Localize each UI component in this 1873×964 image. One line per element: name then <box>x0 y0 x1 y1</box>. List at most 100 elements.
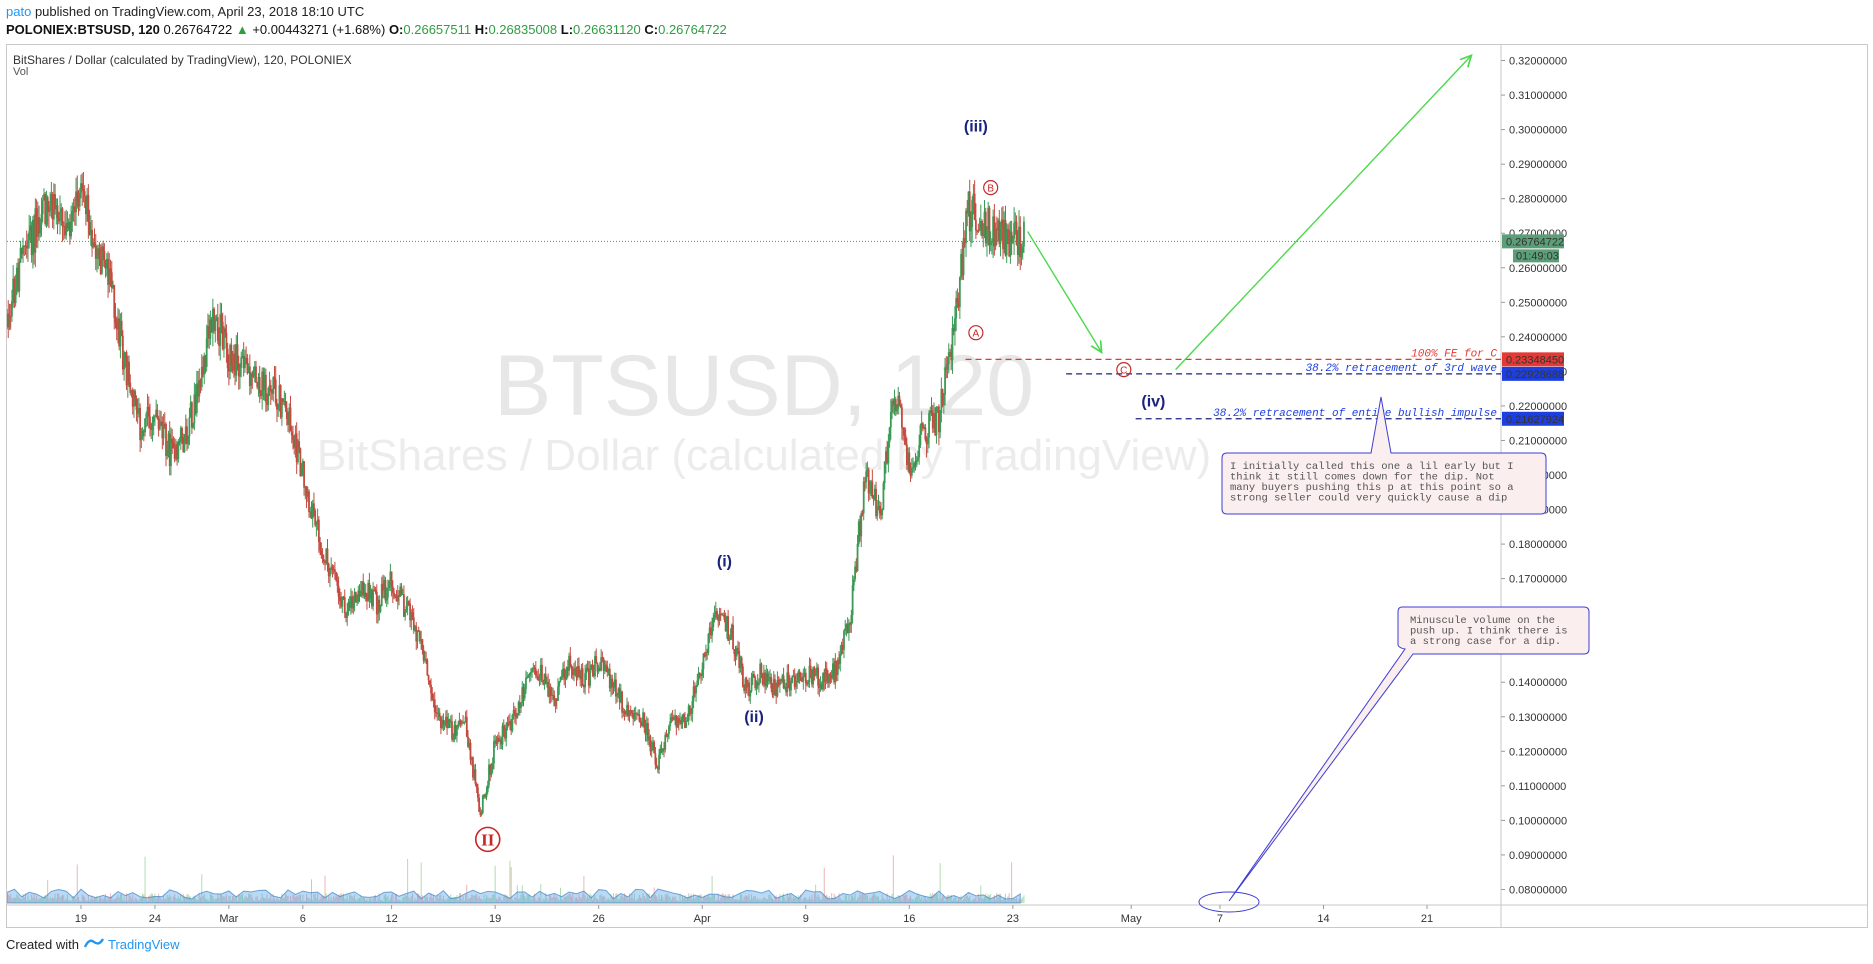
volume-bar <box>753 896 755 903</box>
candle-body <box>511 715 514 731</box>
candle-body <box>649 736 652 752</box>
volume-bar <box>64 900 66 903</box>
candle-body <box>56 205 59 219</box>
candle-body <box>786 672 789 693</box>
volume-bar <box>1022 897 1024 903</box>
candle-body <box>320 550 323 556</box>
candle-body <box>600 657 603 671</box>
volume-bar <box>786 893 788 903</box>
high-label: H: <box>474 22 489 37</box>
volume-bar <box>970 900 972 903</box>
candle-body <box>606 666 609 673</box>
volume-bar <box>91 895 93 903</box>
volume-bar <box>267 899 269 903</box>
volume-bar <box>629 893 630 903</box>
volume-bar <box>723 894 725 903</box>
volume-bar <box>24 893 26 903</box>
y-tick-label: 0.25000000 <box>1509 297 1567 309</box>
volume-bar <box>394 894 396 903</box>
candle-body <box>568 655 570 671</box>
candle-body <box>353 591 356 603</box>
candle-body <box>685 721 688 728</box>
high-value: 0.26835008 <box>488 22 558 37</box>
candle-body <box>817 667 819 686</box>
candle-body <box>647 723 649 741</box>
candle-body <box>133 391 135 407</box>
candle-body <box>687 705 690 721</box>
candle-body <box>515 715 517 719</box>
volume-bar <box>264 898 266 903</box>
volume-bar <box>375 894 377 903</box>
volume-bar <box>143 894 145 903</box>
candle-body <box>43 194 45 201</box>
volume-bar <box>248 893 250 903</box>
candle-body <box>764 672 766 687</box>
candle-body <box>775 690 778 697</box>
volume-bar <box>73 896 75 903</box>
tradingview-brand[interactable]: TradingView <box>108 937 180 952</box>
candle-body <box>160 421 162 423</box>
volume-bar <box>764 897 766 903</box>
volume-bar <box>521 885 523 903</box>
candle-body <box>197 383 199 397</box>
candle-body <box>23 245 26 247</box>
volume-bar <box>253 900 255 903</box>
candle-body <box>96 256 98 259</box>
candle-body <box>52 194 55 220</box>
volume-bar <box>894 899 896 903</box>
volume-bar <box>849 900 851 903</box>
volume-bar <box>577 899 579 903</box>
candle-body <box>187 436 190 445</box>
candle-body <box>174 444 177 459</box>
candle-body <box>907 452 909 466</box>
volume-bar <box>145 897 147 903</box>
candle-body <box>314 510 317 526</box>
candle-body <box>762 672 765 685</box>
volume-bar <box>208 900 210 903</box>
candle-body <box>682 714 685 718</box>
volume-bar <box>272 893 274 903</box>
candle-body <box>855 566 858 572</box>
y-tick-label: 0.21000000 <box>1509 435 1567 447</box>
candle-body <box>850 615 853 625</box>
candle-body <box>29 225 32 232</box>
volume-bar <box>185 897 187 903</box>
candle-body <box>102 246 105 252</box>
chart-area[interactable]: BTSUSD, 120 BitShares / Dollar (calculate… <box>6 44 1868 928</box>
candle-body <box>843 630 845 650</box>
candle-body <box>374 590 377 592</box>
volume-bar <box>955 897 957 903</box>
volume-bar <box>929 893 931 903</box>
volume-bar <box>490 898 492 903</box>
volume-bar <box>863 894 865 903</box>
volume-bar <box>805 897 807 903</box>
candle-body <box>245 357 248 359</box>
volume-bar <box>270 894 272 903</box>
volume-bar <box>31 894 33 903</box>
volume-bar <box>981 898 983 903</box>
candle-body <box>83 191 86 197</box>
candle-body <box>378 599 381 612</box>
author-name[interactable]: pato <box>6 4 32 19</box>
volume-bar <box>441 899 443 903</box>
candle-body <box>691 700 694 714</box>
candle-body <box>98 248 101 260</box>
volume-bar <box>806 899 808 903</box>
volume-bar <box>754 896 756 903</box>
volume-bar <box>566 896 568 903</box>
volume-bar <box>710 897 712 903</box>
volume-bar <box>976 900 978 903</box>
volume-bar <box>860 894 862 903</box>
candle-body <box>881 509 884 516</box>
volume-bar <box>428 900 430 903</box>
candle-body <box>57 218 60 222</box>
volume-bar <box>831 893 833 903</box>
volume-bar <box>672 896 674 903</box>
volume-bar <box>269 898 271 903</box>
candle-body <box>130 389 133 393</box>
y-tick-label: 0.13000000 <box>1509 712 1567 724</box>
volume-bar <box>434 900 436 903</box>
volume-bar <box>785 900 787 903</box>
volume-bar <box>339 894 341 903</box>
